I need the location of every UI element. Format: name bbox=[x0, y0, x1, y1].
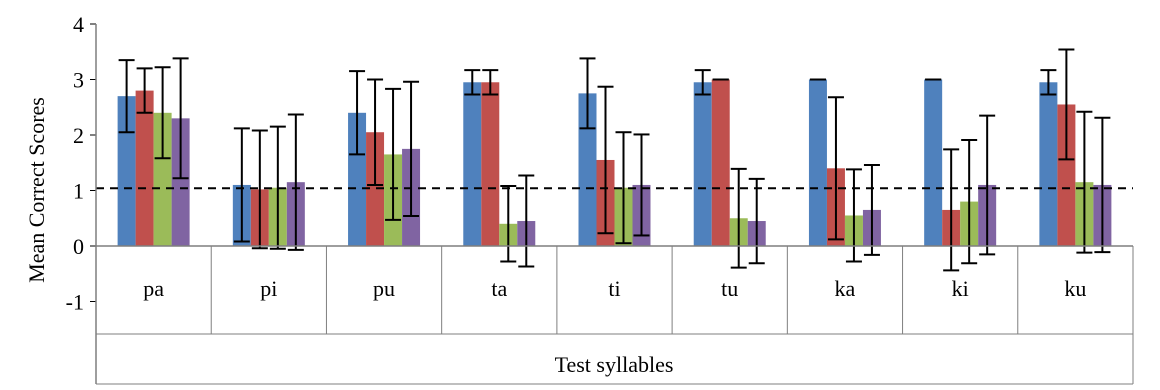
bar-tu-series-2 bbox=[711, 79, 730, 246]
bar-tu-series-1 bbox=[693, 82, 712, 247]
category-label-ka: ka bbox=[835, 276, 856, 301]
bar-pu-series-1 bbox=[348, 112, 367, 246]
bar-pa-series-1 bbox=[117, 96, 136, 247]
bar-pa-series-4 bbox=[171, 118, 190, 246]
category-label-ti: ti bbox=[608, 276, 620, 301]
bar-pu-series-2 bbox=[366, 132, 385, 246]
bar-ki-series-1 bbox=[924, 79, 943, 246]
y-tick-label: 1 bbox=[73, 179, 84, 204]
category-label-ki: ki bbox=[952, 276, 969, 301]
category-label-ta: ta bbox=[491, 276, 507, 301]
bar-ka-series-1 bbox=[808, 79, 827, 246]
category-label-pu: pu bbox=[373, 276, 395, 301]
category-label-ku: ku bbox=[1064, 276, 1086, 301]
category-table: pa pi pu ta ti tu ka ki ku bbox=[95, 246, 1134, 385]
bar-ku-series-1 bbox=[1039, 82, 1058, 247]
bar-ta-series-2 bbox=[481, 82, 500, 247]
bar-pa-series-3 bbox=[153, 112, 172, 246]
error-bars bbox=[118, 48, 1111, 272]
bar-ku-series-2 bbox=[1057, 104, 1076, 246]
bar-ta-series-1 bbox=[463, 82, 482, 247]
y-tick-label: 2 bbox=[73, 123, 84, 148]
bar-pa-series-2 bbox=[135, 90, 154, 246]
category-label-pi: pi bbox=[260, 276, 277, 301]
y-axis-title-group: Mean Correct Scores bbox=[24, 97, 49, 283]
x-axis-title: Test syllables bbox=[555, 352, 674, 377]
bar-ti-series-1 bbox=[578, 93, 597, 246]
y-tick-label: 0 bbox=[73, 234, 84, 259]
bars bbox=[117, 79, 1112, 247]
y-tick-label: 4 bbox=[73, 12, 84, 37]
category-label-pa: pa bbox=[143, 276, 164, 301]
y-axis-title: Mean Correct Scores bbox=[24, 97, 49, 283]
y-axis-ticks: -1 0 1 2 3 4 bbox=[66, 12, 96, 315]
axes bbox=[95, 24, 1133, 384]
category-label-tu: tu bbox=[721, 276, 738, 301]
y-tick-label: -1 bbox=[66, 290, 84, 315]
y-tick-label: 3 bbox=[73, 68, 84, 93]
